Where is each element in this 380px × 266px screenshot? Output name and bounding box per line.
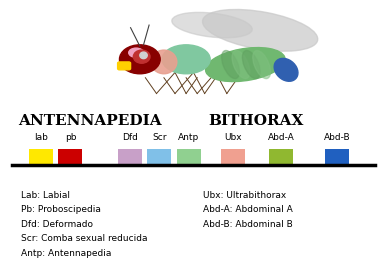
Text: lab: lab: [34, 133, 48, 142]
Text: Scr: Scr: [152, 133, 166, 142]
FancyBboxPatch shape: [29, 149, 53, 165]
Text: BITHORAX: BITHORAX: [209, 114, 304, 128]
Ellipse shape: [274, 58, 298, 81]
Text: Abd-B: Abdominal B: Abd-B: Abdominal B: [203, 220, 293, 229]
FancyBboxPatch shape: [325, 149, 349, 165]
Ellipse shape: [133, 50, 150, 63]
FancyBboxPatch shape: [147, 149, 171, 165]
Ellipse shape: [222, 51, 239, 79]
Ellipse shape: [206, 48, 285, 82]
Text: Dfd: Dfd: [122, 133, 138, 142]
Ellipse shape: [140, 52, 147, 59]
FancyBboxPatch shape: [118, 149, 142, 165]
Text: Abd-A: Abdominal A: Abd-A: Abdominal A: [203, 205, 293, 214]
Ellipse shape: [129, 48, 144, 57]
Ellipse shape: [203, 10, 318, 51]
Text: pb: pb: [65, 133, 76, 142]
Text: Antp: Antennapedia: Antp: Antennapedia: [21, 249, 112, 258]
Ellipse shape: [253, 51, 271, 79]
Ellipse shape: [232, 51, 250, 79]
FancyBboxPatch shape: [59, 149, 82, 165]
Text: Abd-B: Abd-B: [324, 133, 350, 142]
FancyBboxPatch shape: [269, 149, 293, 165]
Ellipse shape: [242, 51, 260, 79]
Text: Pb: Proboscipedia: Pb: Proboscipedia: [21, 205, 101, 214]
FancyBboxPatch shape: [177, 149, 201, 165]
Text: Dfd: Deformado: Dfd: Deformado: [21, 220, 93, 229]
FancyBboxPatch shape: [221, 149, 245, 165]
Text: Antp: Antp: [178, 133, 200, 142]
Text: Scr: Comba sexual reducida: Scr: Comba sexual reducida: [21, 234, 148, 243]
Text: Ubx: Ultrabithorax: Ubx: Ultrabithorax: [203, 191, 286, 200]
Ellipse shape: [172, 13, 252, 38]
Text: ANTENNAPEDIA: ANTENNAPEDIA: [18, 114, 162, 128]
Text: Lab: Labial: Lab: Labial: [21, 191, 70, 200]
Text: Ubx: Ubx: [225, 133, 242, 142]
FancyBboxPatch shape: [118, 62, 131, 70]
Circle shape: [119, 45, 160, 74]
Ellipse shape: [162, 45, 210, 74]
Ellipse shape: [151, 50, 177, 74]
Text: Abd-A: Abd-A: [268, 133, 295, 142]
